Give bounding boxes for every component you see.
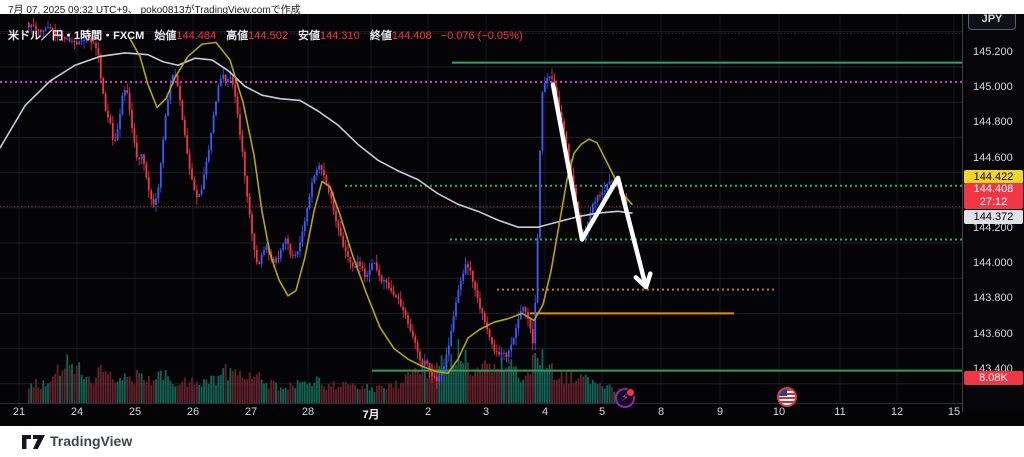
economic-event-icon[interactable]: ⚡ <box>615 388 635 408</box>
price-axis-label: 145.000 <box>973 81 1013 94</box>
time-axis-label: 25 <box>128 406 142 418</box>
open-value: 144.484 <box>176 30 217 42</box>
high-label: 高値 <box>226 30 249 42</box>
volume-badge: 8.08K <box>964 371 1023 385</box>
alert-dot <box>626 388 635 397</box>
price-axis-label: 144.200 <box>973 222 1013 234</box>
price-axis-label: 144.000 <box>973 257 1013 270</box>
chart-area[interactable]: 米ドル／円・1時間・FXCM 始値144.484 高値144.502 安値144… <box>0 14 1024 426</box>
ma-slow-line[interactable] <box>0 52 633 228</box>
time-axis-label: 12 <box>890 406 904 418</box>
high-value: 144.502 <box>248 30 288 42</box>
flag-canton <box>779 389 787 396</box>
ma-fast-price-badge: 144.422 <box>964 170 1023 184</box>
time-axis-label: 8 <box>657 406 665 418</box>
bar-countdown: 27:12 <box>979 196 1008 208</box>
price-axis-label: 143.800 <box>973 292 1013 305</box>
time-axis-label: 21 <box>12 406 26 418</box>
attribution-text: 7月 07, 2025 09:32 UTC+9、 poko0813がTradin… <box>8 5 301 16</box>
time-axis-label: 26 <box>186 406 200 418</box>
last-price-badge: 144.408 27:12 <box>964 183 1023 209</box>
close-value: 144.408 <box>391 30 432 42</box>
us-flag-event-icon[interactable] <box>777 387 797 407</box>
price-axis-label: 143.600 <box>973 327 1013 340</box>
horizontal-gridlines <box>0 31 962 385</box>
time-axis-label: 3 <box>482 406 490 418</box>
time-axis-label: 28 <box>301 406 315 418</box>
time-axis-label: 9 <box>716 406 724 418</box>
time-axis-label: 5 <box>598 406 606 418</box>
time-axis-label: 10 <box>772 406 786 418</box>
tradingview-wordmark[interactable]: TradingView <box>50 433 133 449</box>
symbol-legend: 米ドル／円・1時間・FXCM 始値144.484 高値144.502 安値144… <box>8 27 523 43</box>
low-value: 144.310 <box>320 30 360 42</box>
open-label: 始値 <box>154 30 177 42</box>
time-axis-label: 24 <box>70 406 84 418</box>
footer-bar: TradingView <box>0 426 1024 457</box>
time-axis-separator <box>0 403 1024 404</box>
close-label: 終値 <box>369 30 392 42</box>
time-axis-label: 7月 <box>362 409 380 421</box>
time-axis-label: 15 <box>947 406 961 418</box>
price-level-lines[interactable] <box>0 33 962 372</box>
vertical-gridlines <box>18 14 955 403</box>
price-axis[interactable]: JPY 145.200 145.000 144.800 144.600 144.200 1… <box>962 0 1024 412</box>
price-axis-label: 144.600 <box>973 151 1013 164</box>
price-axis-label: 145.200 <box>973 46 1013 58</box>
time-axis-label: 4 <box>541 406 549 418</box>
low-label: 安値 <box>298 30 320 42</box>
symbol-title: 米ドル／円・1時間・FXCM <box>8 30 145 42</box>
volume-bars <box>27 339 628 403</box>
last-price-value: 144.408 <box>973 183 1014 195</box>
time-axis-label: 11 <box>834 406 846 418</box>
change-value: −0.076 (−0.05%) <box>440 30 523 42</box>
time-axis-label: 27 <box>244 406 258 418</box>
ma-fast-line[interactable] <box>129 38 633 375</box>
tradingview-logo-icon[interactable] <box>22 435 46 449</box>
candlesticks <box>27 18 628 389</box>
ma-slow-price-badge: 144.372 <box>964 210 1023 224</box>
time-axis-label: 2 <box>424 406 432 418</box>
trend-forecast-arrow[interactable] <box>550 82 653 290</box>
price-axis-label: 144.800 <box>973 116 1013 129</box>
attribution-bar: 7月 07, 2025 09:32 UTC+9、 poko0813がTradin… <box>0 0 1024 16</box>
